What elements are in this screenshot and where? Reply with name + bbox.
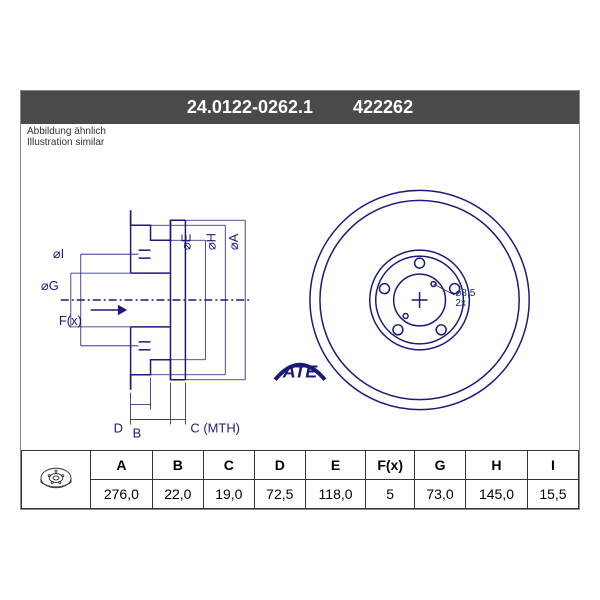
svg-text:⌀I: ⌀I (53, 246, 64, 261)
header-bar: 24.0122-0262.1 422262 (21, 91, 579, 124)
val-D: 72,5 (254, 480, 305, 509)
svg-text:⌀A: ⌀A (226, 233, 241, 250)
svg-text:F(x): F(x) (59, 313, 82, 328)
side-view (61, 210, 250, 424)
col-F: F(x) (366, 451, 415, 480)
subtitle-de: Abbildung ähnlich (27, 126, 573, 137)
technical-diagram: ⌀I ⌀G ⌀E ⌀H ⌀A F(x) B D C (MTH) (21, 150, 579, 450)
svg-text:2x: 2x (455, 298, 466, 309)
svg-text:ATE: ATE (282, 362, 319, 382)
brand-logo: ATE (275, 362, 325, 382)
col-B: B (152, 451, 203, 480)
spec-table: A B C D E F(x) G H I 276,0 22,0 19,0 72,… (21, 450, 579, 509)
col-E: E (305, 451, 365, 480)
svg-text:B: B (133, 426, 142, 441)
val-I: 15,5 (527, 480, 578, 509)
subtitle: Abbildung ähnlich Illustration similar (21, 124, 579, 150)
svg-text:⌀E: ⌀E (178, 233, 193, 250)
svg-text:⌀G: ⌀G (41, 278, 59, 293)
val-G: 73,0 (415, 480, 466, 509)
col-D: D (254, 451, 305, 480)
disc-icon (36, 463, 76, 493)
svg-text:⌀H: ⌀H (203, 233, 218, 250)
disc-icon-cell (22, 451, 91, 509)
val-A: 276,0 (90, 480, 152, 509)
front-view: ⌀8,5 2x (310, 190, 529, 409)
diagram-area: ⌀I ⌀G ⌀E ⌀H ⌀A F(x) B D C (MTH) (21, 150, 579, 450)
svg-text:D: D (114, 421, 123, 436)
short-code: 422262 (353, 97, 413, 118)
val-B: 22,0 (152, 480, 203, 509)
drawing-frame: 24.0122-0262.1 422262 Abbildung ähnlich … (20, 90, 580, 510)
svg-text:C (MTH): C (MTH) (190, 421, 240, 436)
val-H: 145,0 (466, 480, 528, 509)
table-value-row: 276,0 22,0 19,0 72,5 118,0 5 73,0 145,0 … (22, 480, 579, 509)
val-C: 19,0 (203, 480, 254, 509)
val-F: 5 (366, 480, 415, 509)
col-C: C (203, 451, 254, 480)
part-number: 24.0122-0262.1 (187, 97, 313, 118)
val-E: 118,0 (305, 480, 365, 509)
col-G: G (415, 451, 466, 480)
table-header-row: A B C D E F(x) G H I (22, 451, 579, 480)
col-I: I (527, 451, 578, 480)
subtitle-en: Illustration similar (27, 137, 573, 148)
col-A: A (90, 451, 152, 480)
col-H: H (466, 451, 528, 480)
